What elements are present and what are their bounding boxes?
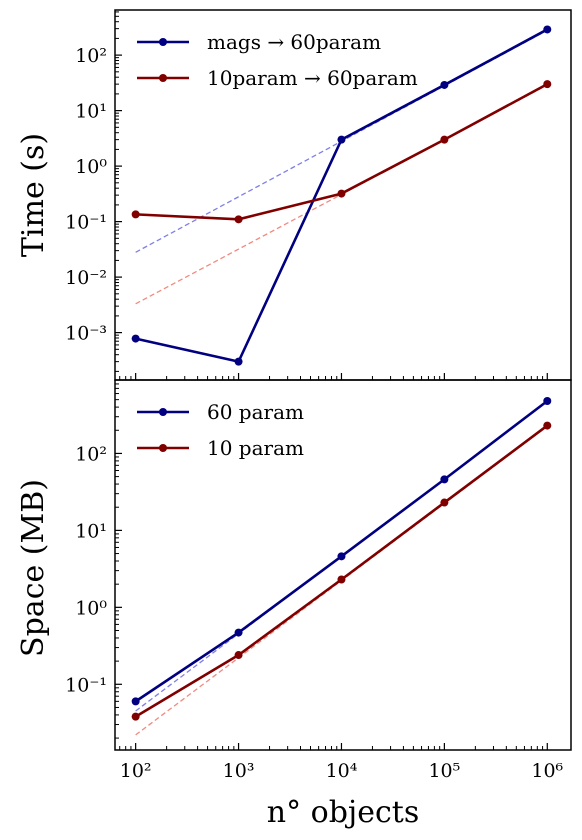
y-tick-label: 10⁰ (75, 597, 107, 619)
data-point (440, 135, 449, 144)
y-tick-label: 10⁰ (75, 156, 107, 178)
y-tick-label: 10¹ (75, 520, 107, 542)
legend-label: mags → 60param (207, 30, 381, 54)
y-tick-label: 10⁻³ (65, 323, 107, 345)
legend-marker (159, 444, 167, 452)
x-tick-label: 10⁵ (428, 760, 460, 782)
y-tick-label: 10⁻¹ (65, 212, 107, 234)
data-point (543, 80, 552, 89)
series-line (135, 82, 548, 221)
y-tick-label: 10⁻¹ (65, 674, 107, 696)
x-tick-label: 10² (120, 760, 152, 782)
data-point (543, 421, 552, 430)
y-tick-label: 10² (75, 45, 107, 67)
space-panel: 10² 10³ 10⁴ 10⁵ 10⁶ 10⁻¹ 10⁰ 10¹ 10² 60 param 10 p… (65, 379, 572, 782)
y-tick-label: 10² (75, 443, 107, 465)
series-line (134, 424, 549, 718)
x-axis-label: n° objects (267, 795, 419, 830)
x-tick-label: 10⁶ (531, 760, 563, 782)
y-tick-label: 10⁻² (65, 267, 107, 289)
data-point (337, 135, 346, 144)
data-point (234, 651, 243, 660)
y-tick-label: 10¹ (75, 101, 107, 123)
data-point (440, 475, 449, 484)
legend-label: 10 param (207, 436, 304, 460)
legend-marker (159, 408, 167, 416)
time-y-axis-label: Time (s) (16, 133, 51, 257)
data-point (234, 357, 243, 366)
legend-marker (159, 74, 167, 82)
data-point (131, 334, 140, 343)
data-point (440, 80, 449, 89)
time-panel: 10⁻³ 10⁻² 10⁻¹ 10⁰ 10¹ 10² mags → 60param 10par… (65, 9, 572, 381)
axes-frame (114, 379, 572, 751)
data-point (337, 189, 346, 198)
data-point (543, 397, 552, 406)
data-point (234, 628, 243, 637)
legend-marker (159, 38, 167, 46)
data-point (440, 498, 449, 507)
x-tick-label: 10⁴ (326, 760, 358, 782)
data-point (131, 712, 140, 721)
x-tick-label: 10³ (223, 760, 255, 782)
data-point (131, 697, 140, 706)
series-line (134, 399, 549, 703)
legend-label: 10param → 60param (207, 66, 418, 90)
legend-label: 60 param (207, 400, 304, 424)
data-point (234, 215, 243, 224)
data-point (543, 25, 552, 34)
data-point (131, 210, 140, 219)
data-point (337, 575, 346, 584)
data-point (337, 552, 346, 561)
space-y-axis-label: Space (MB) (16, 479, 51, 657)
